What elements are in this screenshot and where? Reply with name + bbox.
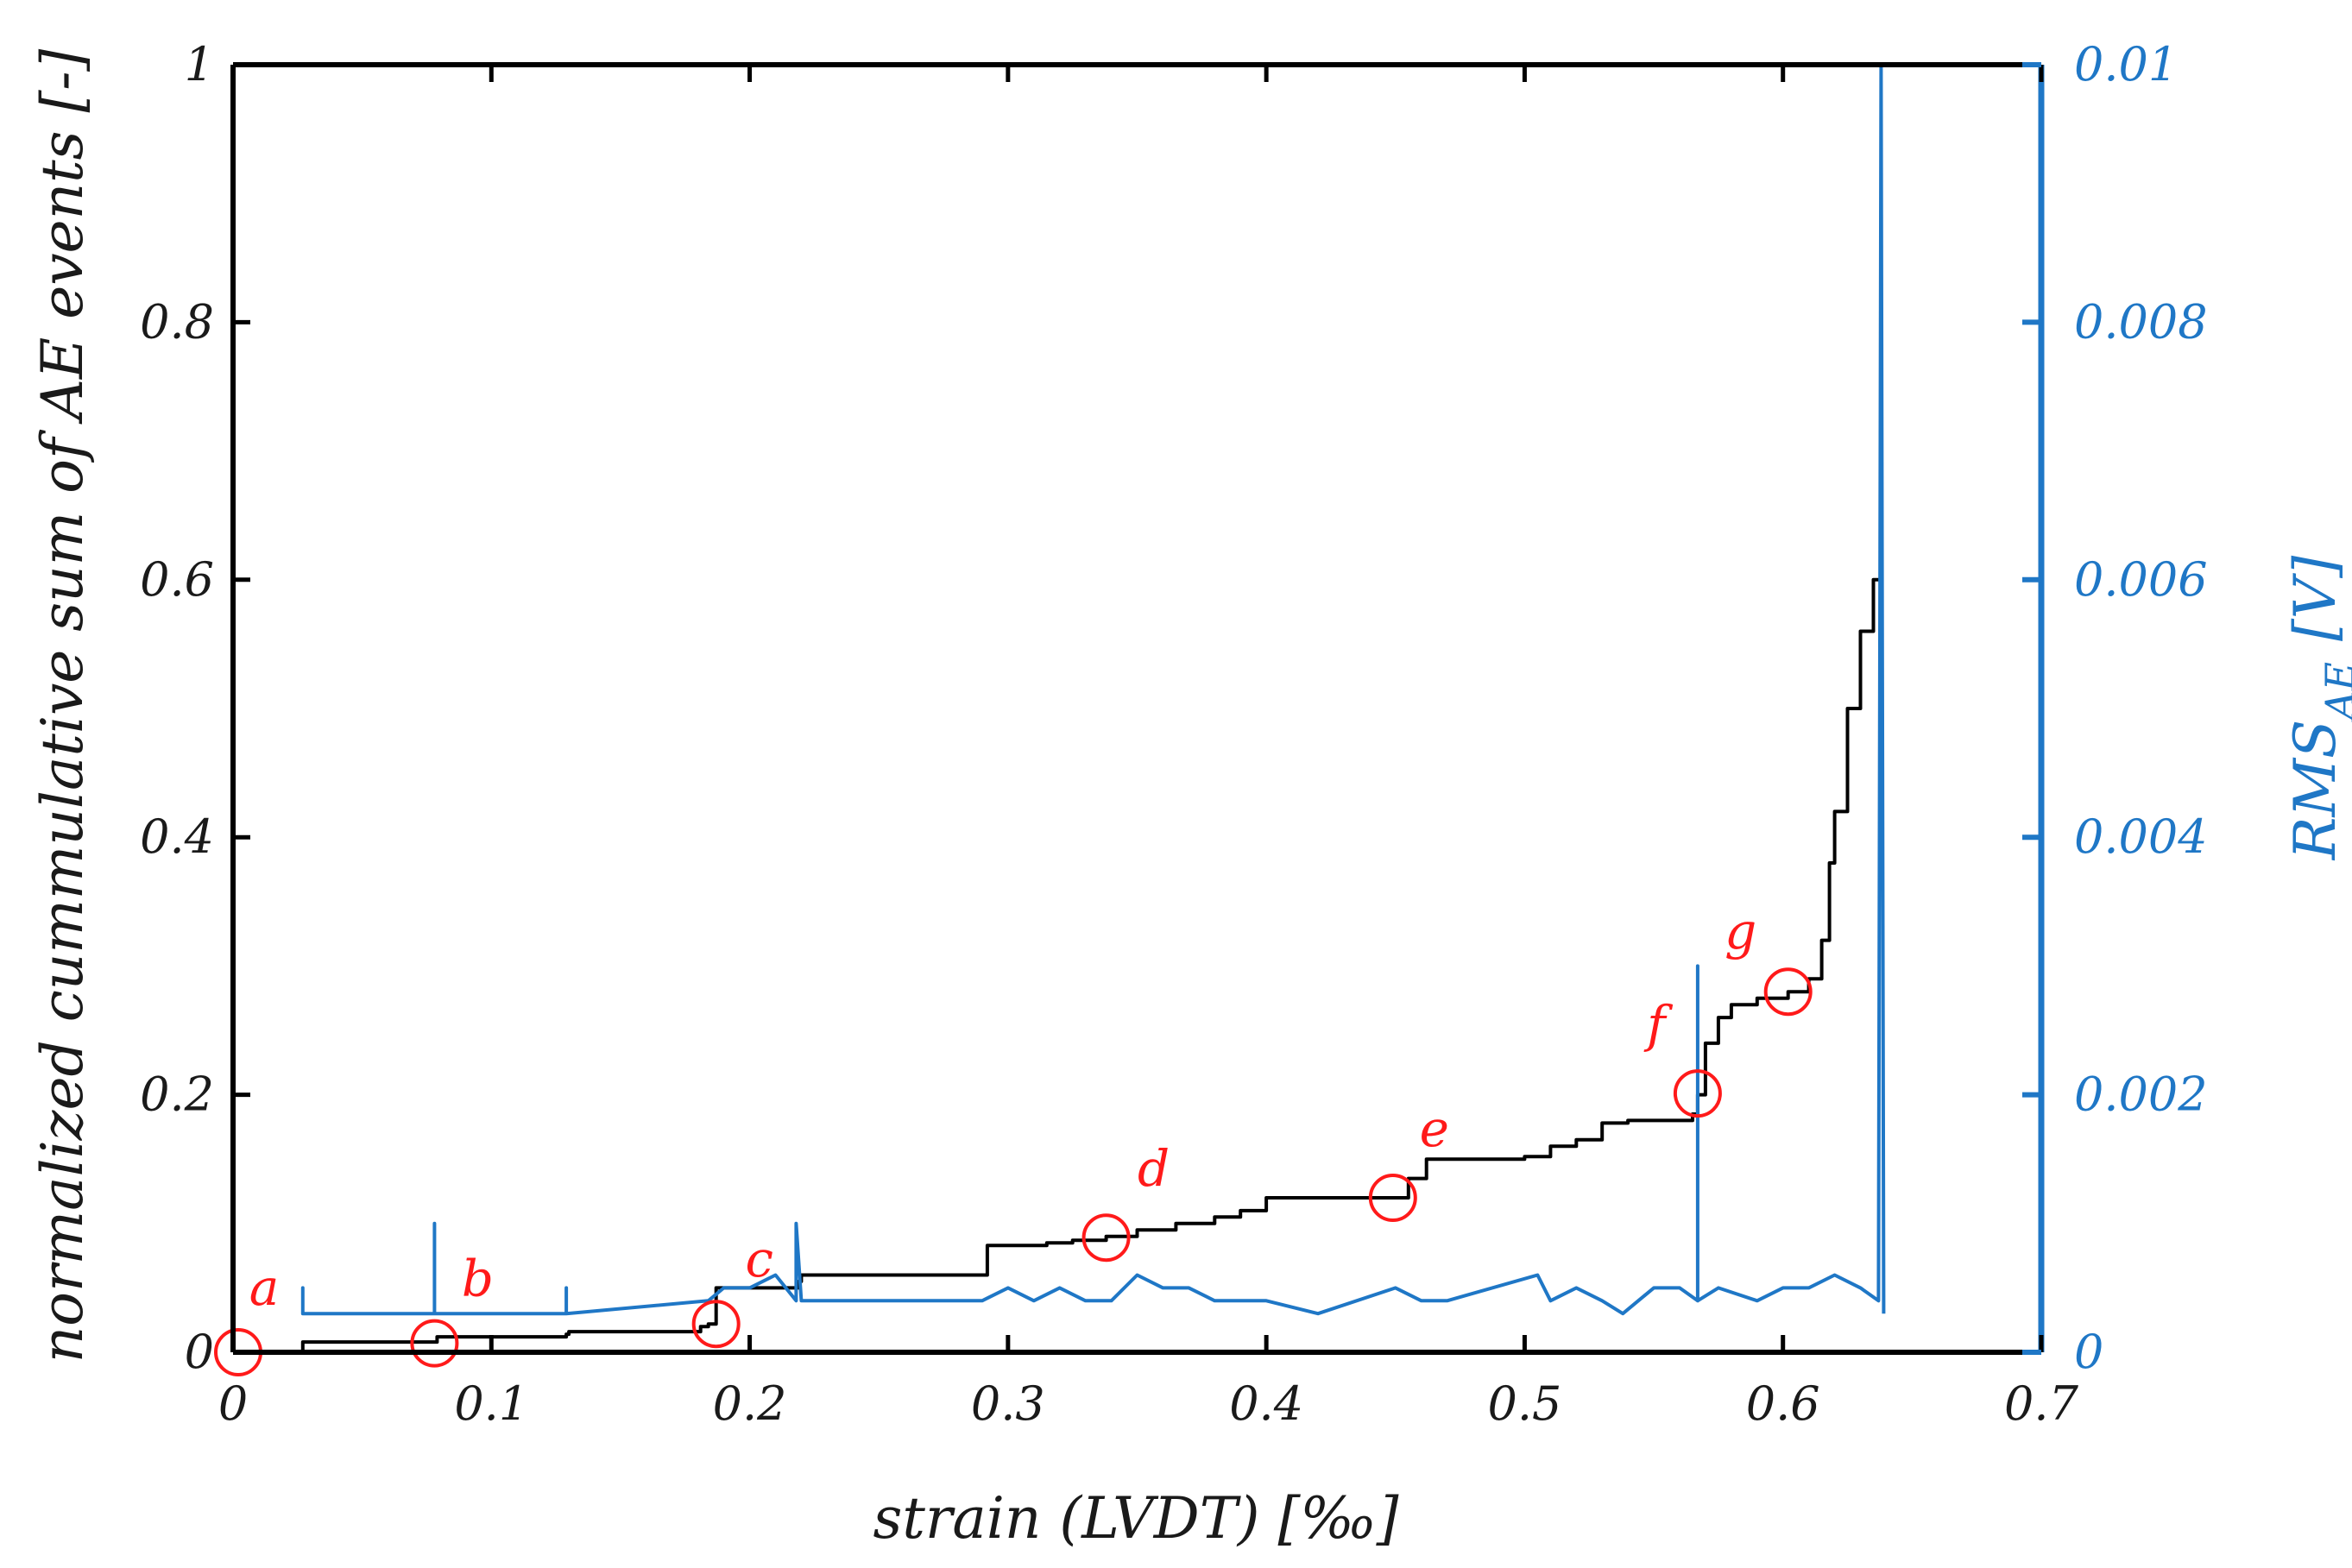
tick-layer: 0 0.1 0.2 0.3 0.4 0.5 0.6 0.700.20.40.60.8100.0… <box>140 37 2207 1431</box>
x-tick-label: 0.1 <box>454 1376 528 1431</box>
marker-b-circle <box>410 1319 459 1368</box>
right-axis-title-unit: [V] <box>2282 556 2349 641</box>
x-axis-title: strain (LVDT) [‰] <box>873 1485 1398 1552</box>
x-tick-label: 0.2 <box>713 1376 787 1431</box>
marker-e-circle <box>1368 1174 1417 1222</box>
marker-g-circle <box>1763 967 1813 1017</box>
right-axis-title: RMSAE [V] <box>2282 556 2352 861</box>
marker-e-label: e <box>1420 1099 1449 1158</box>
marker-a-label: a <box>249 1258 280 1317</box>
right-tick-label: 0.01 <box>2074 37 2178 91</box>
marker-b-label: b <box>462 1250 494 1308</box>
marker-d-label: d <box>1138 1139 1170 1198</box>
marker-d-circle <box>1081 1213 1131 1263</box>
marker-f-circle <box>1673 1069 1722 1118</box>
left-tick-label: 0.6 <box>140 552 214 607</box>
marker-c-circle <box>691 1300 741 1349</box>
right-axis-title-subscript: AE <box>2317 662 2352 723</box>
right-tick-label: 0.004 <box>2074 809 2208 864</box>
rms-ae-series-line <box>300 63 1886 1316</box>
x-tick-label: 0 <box>218 1376 248 1431</box>
right-tick-label: 0.008 <box>2074 294 2208 349</box>
left-tick-label: 1 <box>185 37 214 91</box>
x-tick-label: 0.6 <box>1746 1376 1820 1431</box>
left-tick-label: 0.4 <box>140 809 214 864</box>
x-tick-label: 0.7 <box>2004 1376 2079 1431</box>
left-tick-label: 0 <box>185 1325 214 1379</box>
x-tick-label: 0.4 <box>1229 1376 1303 1431</box>
marker-c-label: c <box>745 1230 772 1288</box>
x-tick-label: 0.3 <box>971 1376 1045 1431</box>
right-tick-label: 0.002 <box>2074 1067 2208 1122</box>
left-tick-label: 0.8 <box>140 294 214 349</box>
left-axis-title: normalized cummulative sum of AE events … <box>29 48 96 1363</box>
x-tick-label: 0.5 <box>1487 1376 1561 1431</box>
left-tick-label: 0.2 <box>140 1067 214 1122</box>
right-axis-title-main: RMS <box>2282 720 2349 861</box>
right-tick-label: 0 <box>2074 1325 2103 1379</box>
marker-g-label: g <box>1725 902 1756 960</box>
right-tick-label: 0.006 <box>2074 552 2208 607</box>
